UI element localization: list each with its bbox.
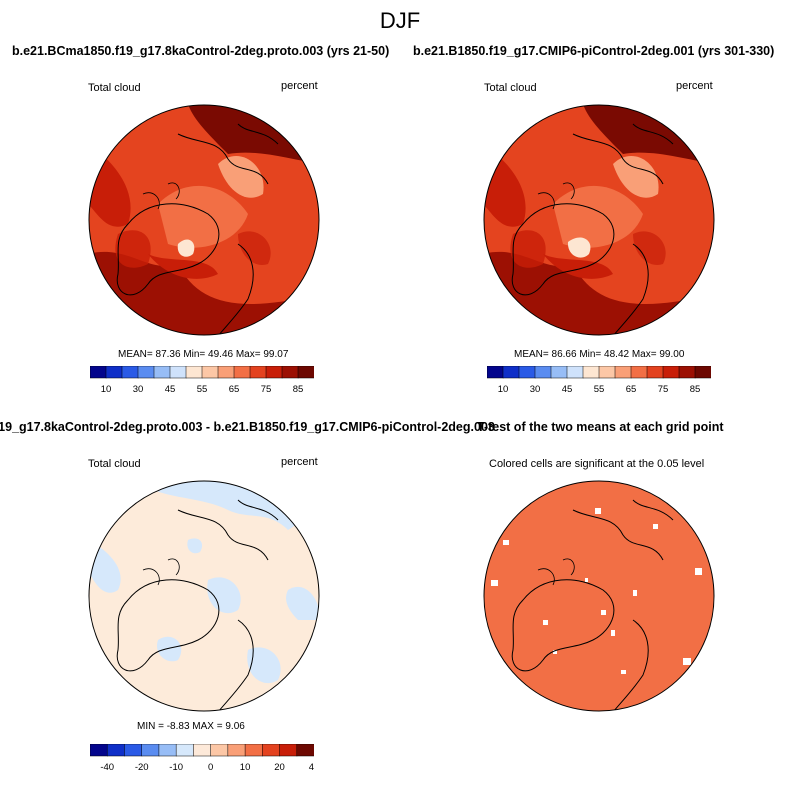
colorbar-cell <box>141 744 160 757</box>
colorbar-cell <box>153 366 171 379</box>
colorbar-cell <box>630 366 648 379</box>
colorbar-tick-label: -10 <box>169 762 183 773</box>
colorbar-tick-label: 10 <box>240 762 251 773</box>
colorbar-cell <box>281 366 299 379</box>
panel-2-colorbar: 1030455565758595 <box>487 366 711 395</box>
panel-3-title: f19_g17.8kaControl-2deg.proto.003 - b.e2… <box>0 420 495 434</box>
panel-2-units-label: percent <box>676 80 713 92</box>
colorbar-cell <box>582 366 600 379</box>
panel-4-title: T-test of the two means at each grid poi… <box>477 420 724 434</box>
colorbar-tick-label: -20 <box>135 762 149 773</box>
colorbar-cell <box>106 744 126 757</box>
colorbar-cell <box>158 744 177 757</box>
panel-3-variable-label: Total cloud <box>88 458 141 470</box>
colorbar-cell <box>121 366 139 379</box>
panel-1-polar-map <box>88 104 320 336</box>
colorbar-cell <box>502 366 520 379</box>
colorbar-cell <box>662 366 680 379</box>
colorbar-cell <box>550 366 568 379</box>
colorbar-cell <box>279 744 298 757</box>
colorbar-cell <box>90 744 108 757</box>
panel-4-subtitle: Colored cells are significant at the 0.0… <box>489 458 705 470</box>
colorbar-cell <box>210 744 229 757</box>
colorbar-cell <box>296 744 314 757</box>
panel-1-units-label: percent <box>281 80 318 92</box>
panel-3-colorbar: -40 -20 -10 0 10 20 40 <box>90 744 314 773</box>
colorbar-tick-label: 55 <box>594 384 605 395</box>
panel-2-stats: MEAN= 86.66 Min= 48.42 Max= 99.00 <box>514 349 685 360</box>
colorbar-tick-label: 45 <box>165 384 176 395</box>
colorbar-tick-label: 0 <box>208 762 213 773</box>
panel-1-variable-label: Total cloud <box>88 82 141 94</box>
colorbar-tick-label: 85 <box>690 384 701 395</box>
colorbar-cell <box>566 366 584 379</box>
colorbar-cell <box>227 744 246 757</box>
colorbar-tick-label: 45 <box>562 384 573 395</box>
panel-2-polar-map <box>483 104 715 336</box>
colorbar-tick-label: 85 <box>293 384 304 395</box>
panel-1-stats: MEAN= 87.36 Min= 49.46 Max= 99.07 <box>118 349 289 360</box>
panel-2-title: b.e21.B1850.f19_g17.CMIP6-piControl-2deg… <box>413 44 775 58</box>
colorbar-cell <box>518 366 536 379</box>
colorbar-cell <box>244 744 263 757</box>
panel-3-polar-map <box>88 480 320 712</box>
colorbar-cell <box>598 366 616 379</box>
colorbar-tick-label: 10 <box>101 384 112 395</box>
colorbar-cell <box>262 744 281 757</box>
colorbar-cell <box>217 366 235 379</box>
colorbar-tick-label: -40 <box>100 762 114 773</box>
colorbar-tick-label: 10 <box>498 384 509 395</box>
colorbar-cell <box>487 366 504 379</box>
colorbar-tick-label: 30 <box>530 384 541 395</box>
panel-3-stats: MIN = -8.83 MAX = 9.06 <box>137 721 245 732</box>
panel-1-colorbar: 1030455565758595 <box>90 366 314 395</box>
colorbar-tick-label: 20 <box>274 762 285 773</box>
colorbar-cell <box>124 744 143 757</box>
colorbar-cell <box>175 744 194 757</box>
colorbar-cell <box>678 366 696 379</box>
colorbar-cell <box>233 366 251 379</box>
colorbar-cell <box>90 366 107 379</box>
colorbar-tick-label: 65 <box>626 384 637 395</box>
colorbar-tick-label: 55 <box>197 384 208 395</box>
colorbar-cell <box>646 366 664 379</box>
panel-1-title: b.e21.BCma1850.f19_g17.8kaControl-2deg.p… <box>12 44 390 58</box>
colorbar-cell <box>169 366 187 379</box>
colorbar-cell <box>249 366 267 379</box>
colorbar-cell <box>534 366 552 379</box>
colorbar-tick-label: 75 <box>658 384 669 395</box>
panel-3-units-label: percent <box>281 456 318 468</box>
colorbar-cell <box>185 366 203 379</box>
colorbar-tick-label: 75 <box>261 384 272 395</box>
colorbar-tick-label: 40 <box>309 762 314 773</box>
colorbar-cell <box>297 366 314 379</box>
colorbar-cell <box>137 366 155 379</box>
colorbar-tick-label: 30 <box>133 384 144 395</box>
panel-4-polar-map <box>483 480 715 712</box>
colorbar-tick-label: 65 <box>229 384 240 395</box>
page-title: DJF <box>379 8 421 33</box>
colorbar-cell <box>265 366 283 379</box>
colorbar-cell <box>614 366 632 379</box>
colorbar-cell <box>201 366 219 379</box>
colorbar-cell <box>694 366 711 379</box>
colorbar-cell <box>105 366 123 379</box>
panel-2-variable-label: Total cloud <box>484 82 537 94</box>
colorbar-cell <box>193 744 212 757</box>
